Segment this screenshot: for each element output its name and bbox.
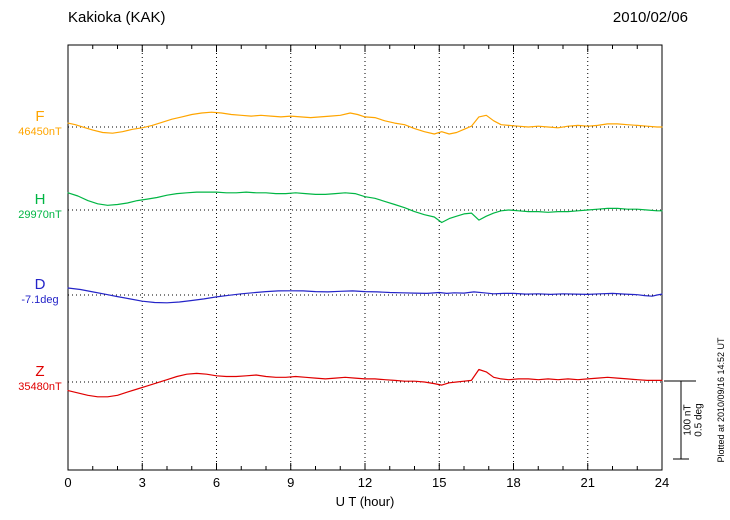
component-letter-F: F — [35, 108, 45, 125]
date-label: 2010/02/06 — [612, 9, 688, 26]
scale-label-nt: 100 nT — [682, 404, 694, 436]
component-label-Z: Z 35480nT — [8, 363, 72, 394]
component-baseline-value-D: -7.1deg — [21, 294, 59, 306]
component-baseline-value-F: 46450nT — [18, 126, 62, 138]
plotted-at-note: Plotted at 2010/09/16 14:52 UT — [716, 337, 726, 463]
station-title: Kakioka (KAK) — [68, 9, 166, 26]
x-tick-label: 0 — [64, 475, 72, 490]
component-baseline-value-H: 29970nT — [18, 209, 62, 221]
x-tick-label: 3 — [138, 475, 146, 490]
component-letter-H: H — [34, 191, 46, 208]
x-tick-label: 18 — [506, 475, 521, 490]
x-tick-label: 12 — [357, 475, 373, 490]
component-letter-D: D — [34, 276, 46, 293]
x-tick-label: 9 — [287, 475, 295, 490]
x-tick-label: 21 — [580, 475, 595, 490]
component-label-H: H 29970nT — [8, 191, 72, 222]
component-label-F: F 46450nT — [8, 108, 72, 139]
component-baseline-value-Z: 35480nT — [18, 381, 62, 393]
scale-label-deg: 0.5 deg — [693, 403, 705, 437]
x-tick-label: 24 — [654, 475, 670, 490]
x-tick-label: 15 — [432, 475, 447, 490]
x-axis-title: U T (hour) — [335, 494, 395, 509]
x-tick-label: 6 — [212, 475, 221, 490]
component-letter-Z: Z — [35, 363, 45, 380]
component-label-D: D -7.1deg — [8, 276, 72, 307]
